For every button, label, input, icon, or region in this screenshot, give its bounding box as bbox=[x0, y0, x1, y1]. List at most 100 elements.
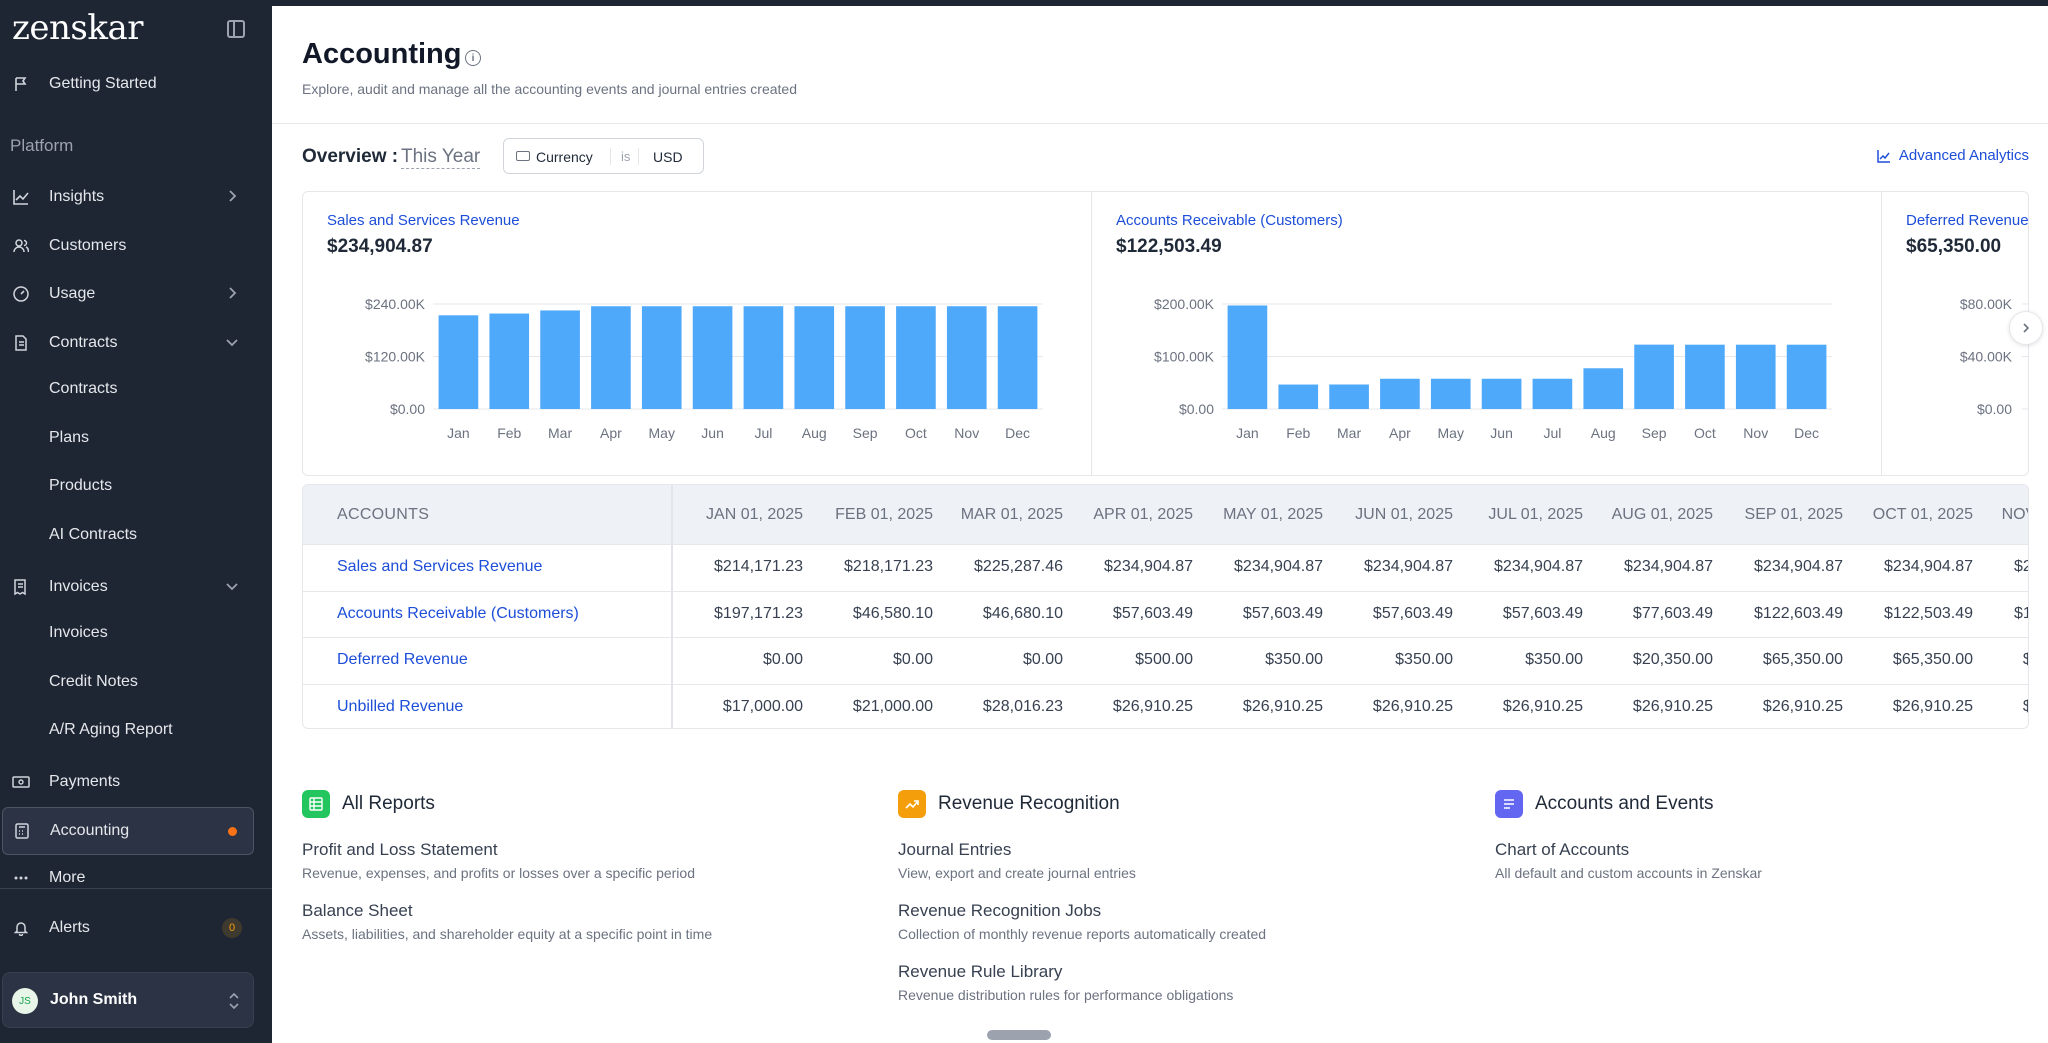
bar-nov[interactable] bbox=[946, 306, 987, 409]
section-revenue-recognition: Revenue Recognition bbox=[898, 790, 1120, 818]
currency-icon bbox=[516, 151, 530, 161]
sidebar-item-insights[interactable]: Insights bbox=[0, 173, 272, 221]
link-balance-sheet[interactable]: Balance Sheet bbox=[302, 901, 413, 920]
chart-title: Accounts Receivable (Customers) bbox=[1116, 212, 1343, 229]
bar-jun[interactable] bbox=[692, 306, 733, 409]
x-tick-label: Mar bbox=[548, 425, 572, 441]
sidebar-item-accounting[interactable]: Accounting bbox=[2, 807, 254, 855]
chart-deferred-revenue[interactable]: $0.00 $40.00K $80.00K Deferred Revenue $65… bbox=[1882, 192, 2028, 475]
bar-jun[interactable] bbox=[1481, 378, 1522, 409]
bar-mar[interactable] bbox=[1329, 384, 1369, 409]
sidebar-subitem-products[interactable]: Products bbox=[49, 477, 113, 494]
bar-feb[interactable] bbox=[489, 313, 530, 409]
horizontal-scrollbar[interactable] bbox=[987, 1030, 1051, 1040]
sidebar-subitem-invoices[interactable]: Invoices bbox=[49, 624, 108, 641]
table-cell: $21,000.00 bbox=[852, 697, 933, 715]
link-chart-of-accounts[interactable]: Chart of Accounts bbox=[1495, 840, 1630, 859]
link-description: Collection of monthly revenue reports au… bbox=[898, 926, 1267, 942]
bar-jul[interactable] bbox=[1532, 378, 1573, 409]
account-link[interactable]: Sales and Services Revenue bbox=[337, 558, 543, 575]
accounts-table: ACCOUNTS JAN 01, 2025 FEB 01, 2025 MAR 01,… bbox=[302, 484, 2029, 729]
bell-icon bbox=[12, 919, 30, 937]
link-profit-loss[interactable]: Profit and Loss Statement bbox=[302, 840, 498, 859]
x-tick-label: Dec bbox=[1794, 425, 1819, 441]
chevron-up-down-icon bbox=[229, 992, 239, 1010]
user-menu[interactable]: JS John Smith bbox=[2, 972, 254, 1028]
table-cell: $65,350.00 bbox=[1762, 651, 1843, 668]
gauge-icon bbox=[12, 285, 30, 303]
table-header-accounts: ACCOUNTS bbox=[337, 506, 430, 523]
bar-sep[interactable] bbox=[845, 306, 885, 409]
bar-oct[interactable] bbox=[1685, 344, 1725, 409]
account-link[interactable]: Accounts Receivable (Customers) bbox=[337, 604, 579, 622]
bar-jul[interactable] bbox=[743, 306, 784, 409]
users-icon bbox=[12, 237, 30, 255]
link-journal-entries[interactable]: Journal Entries bbox=[898, 840, 1012, 859]
table-cell: $77,603.49 bbox=[1632, 604, 1713, 622]
collapse-sidebar-icon[interactable] bbox=[227, 20, 245, 38]
currency-filter[interactable]: Currency is USD bbox=[503, 138, 704, 174]
sidebar-item-payments[interactable]: Payments bbox=[0, 758, 272, 806]
bar-may[interactable] bbox=[641, 306, 682, 409]
table-cell: $57,603.49 bbox=[1372, 604, 1453, 622]
table-cell: $122,603.49 bbox=[1754, 604, 1843, 622]
table-cell: $0.00 bbox=[892, 651, 933, 668]
table-column-header: JUN 01, 2025 bbox=[1355, 506, 1453, 523]
zenskar-logo[interactable]: zenskar bbox=[12, 8, 144, 48]
x-tick-label: May bbox=[1438, 425, 1464, 441]
chart-sales-revenue[interactable]: $0.00 $120.00K $240.00K Jan Feb Mar Apr May Jun J… bbox=[303, 192, 1091, 475]
bar-jan[interactable] bbox=[1227, 305, 1268, 409]
chart-title: Sales and Services Revenue bbox=[327, 212, 520, 229]
section-all-reports: All Reports bbox=[302, 790, 435, 818]
bar-dec[interactable] bbox=[1786, 344, 1827, 409]
sidebar-subitem-credit-notes[interactable]: Credit Notes bbox=[49, 673, 138, 690]
filter-divider bbox=[610, 148, 611, 165]
table-column-header: NOV 01, 2025 bbox=[2001, 506, 2028, 523]
bar-nov[interactable] bbox=[1735, 344, 1776, 409]
carousel-next-button[interactable] bbox=[2009, 311, 2043, 345]
sidebar-item-contracts[interactable]: Contracts bbox=[0, 319, 272, 367]
sidebar-item-label: Alerts bbox=[49, 919, 90, 936]
advanced-analytics-label: Advanced Analytics bbox=[1898, 147, 2029, 164]
bar-sep[interactable] bbox=[1634, 344, 1674, 409]
sidebar-subitem-ai-contracts[interactable]: AI Contracts bbox=[49, 526, 138, 543]
sidebar-item-getting-started[interactable]: Getting Started bbox=[0, 60, 272, 108]
sidebar-item-customers[interactable]: Customers bbox=[0, 222, 272, 270]
bar-dec[interactable] bbox=[997, 306, 1038, 409]
table-column-header: AUG 01, 2025 bbox=[1611, 506, 1713, 523]
sidebar-subitem-ar-aging[interactable]: A/R Aging Report bbox=[49, 721, 173, 738]
sidebar-item-usage[interactable]: Usage bbox=[0, 270, 272, 318]
sidebar-subitem-contracts[interactable]: Contracts bbox=[49, 380, 118, 397]
link-description: Revenue distribution rules for performan… bbox=[898, 987, 1234, 1003]
bar-oct[interactable] bbox=[896, 306, 936, 409]
sidebar-item-label: Payments bbox=[49, 773, 121, 790]
link-revenue-recognition-jobs[interactable]: Revenue Recognition Jobs bbox=[898, 901, 1102, 920]
info-icon[interactable]: i bbox=[465, 50, 481, 66]
bar-mar[interactable] bbox=[540, 310, 580, 409]
sidebar: zenskar Getting Started Platform Insight… bbox=[0, 0, 272, 1043]
charts-carousel: $0.00 $120.00K $240.00K Jan Feb Mar Apr May Jun J… bbox=[302, 191, 2029, 476]
account-link[interactable]: Deferred Revenue bbox=[337, 651, 468, 668]
bar-aug[interactable] bbox=[1583, 368, 1624, 409]
table-column-header: JAN 01, 2025 bbox=[706, 506, 803, 523]
bar-may[interactable] bbox=[1430, 378, 1471, 409]
sidebar-subitem-plans[interactable]: Plans bbox=[49, 429, 90, 446]
advanced-analytics-link[interactable]: Advanced Analytics bbox=[1877, 147, 2029, 164]
bar-apr[interactable] bbox=[591, 306, 631, 409]
period-selector[interactable]: This Year bbox=[401, 146, 481, 169]
x-tick-label: Jul bbox=[1543, 425, 1561, 441]
table-cell: $234,904.87 bbox=[1104, 558, 1193, 575]
y-tick-label: $120.00K bbox=[365, 349, 426, 365]
bar-jan[interactable] bbox=[438, 315, 479, 409]
bar-aug[interactable] bbox=[794, 306, 835, 409]
bar-apr[interactable] bbox=[1380, 378, 1420, 409]
bar-feb[interactable] bbox=[1278, 384, 1319, 409]
link-description: All default and custom accounts in Zensk… bbox=[1495, 865, 1762, 881]
account-link[interactable]: Unbilled Revenue bbox=[337, 697, 464, 715]
sidebar-item-alerts[interactable]: Alerts 0 bbox=[0, 904, 272, 952]
chart-accounts-receivable[interactable]: $0.00 $100.00K $200.00K Jan Feb Mar Apr May Jun J… bbox=[1092, 192, 1880, 475]
sidebar-item-invoices[interactable]: Invoices bbox=[0, 563, 272, 611]
sidebar-item-more[interactable]: More bbox=[0, 857, 272, 883]
link-revenue-rule-library[interactable]: Revenue Rule Library bbox=[898, 962, 1063, 981]
